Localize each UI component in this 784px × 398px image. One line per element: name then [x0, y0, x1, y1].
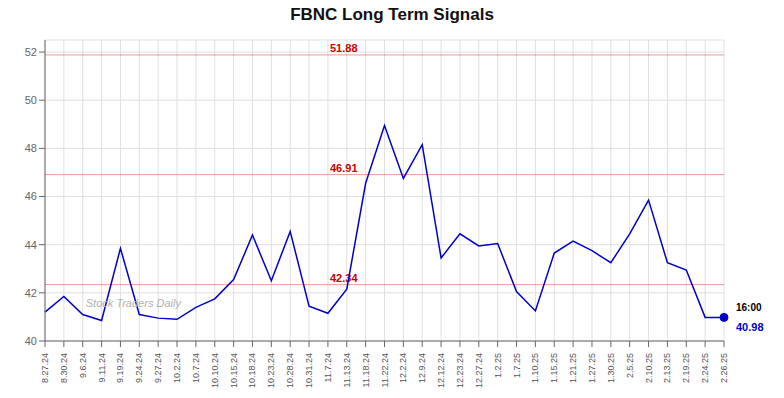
svg-text:1.2.25: 1.2.25 — [493, 353, 503, 378]
svg-text:50: 50 — [25, 94, 37, 106]
svg-text:2.13.25: 2.13.25 — [662, 353, 672, 383]
svg-text:40: 40 — [25, 335, 37, 347]
svg-text:2.19.25: 2.19.25 — [681, 353, 691, 383]
svg-text:10.2.24: 10.2.24 — [172, 353, 182, 383]
svg-text:1.27.25: 1.27.25 — [587, 353, 597, 383]
svg-text:40.98: 40.98 — [736, 321, 764, 333]
svg-text:1.21.25: 1.21.25 — [568, 353, 578, 383]
svg-text:9.24.24: 9.24.24 — [134, 353, 144, 383]
svg-text:12.2.24: 12.2.24 — [398, 353, 408, 383]
svg-text:10.10.24: 10.10.24 — [210, 353, 220, 388]
svg-text:42.34: 42.34 — [330, 272, 358, 284]
svg-text:8.30.24: 8.30.24 — [59, 353, 69, 383]
svg-text:10.7.24: 10.7.24 — [191, 353, 201, 383]
svg-text:42: 42 — [25, 287, 37, 299]
svg-text:46: 46 — [25, 190, 37, 202]
svg-text:9.27.24: 9.27.24 — [153, 353, 163, 383]
svg-text:2.10.25: 2.10.25 — [644, 353, 654, 383]
svg-text:2.26.25: 2.26.25 — [719, 353, 729, 383]
svg-text:11.7.24: 11.7.24 — [323, 353, 333, 382]
svg-text:2.24.25: 2.24.25 — [700, 353, 710, 383]
svg-text:2.5.25: 2.5.25 — [625, 353, 635, 378]
svg-text:10.15.24: 10.15.24 — [229, 353, 239, 388]
svg-text:1.10.25: 1.10.25 — [530, 353, 540, 383]
html-text:FBNC Long Term Signals: FBNC Long Term Signals — [290, 5, 494, 24]
svg-text:51.88: 51.88 — [330, 42, 358, 54]
svg-text:12.12.24: 12.12.24 — [436, 353, 446, 388]
svg-text:8.27.24: 8.27.24 — [40, 353, 50, 383]
svg-text:10.23.24: 10.23.24 — [266, 353, 276, 388]
svg-text:1.7.25: 1.7.25 — [512, 353, 522, 378]
svg-text:9.19.24: 9.19.24 — [115, 353, 125, 383]
svg-text:12.9.24: 12.9.24 — [417, 353, 427, 383]
svg-text:11.18.24: 11.18.24 — [361, 353, 371, 387]
svg-text:12.23.24: 12.23.24 — [455, 353, 465, 388]
svg-text:48: 48 — [25, 142, 37, 154]
svg-text:10.18.24: 10.18.24 — [247, 353, 257, 388]
svg-text:11.22.24: 11.22.24 — [380, 353, 390, 387]
svg-text:10.28.24: 10.28.24 — [285, 353, 295, 388]
svg-text:9.6.24: 9.6.24 — [78, 353, 88, 378]
svg-text:16:00: 16:00 — [736, 302, 762, 313]
svg-text:9.11.24: 9.11.24 — [97, 353, 107, 382]
svg-text:11.13.24: 11.13.24 — [342, 353, 352, 387]
svg-text:1.15.25: 1.15.25 — [549, 353, 559, 383]
svg-text:44: 44 — [25, 239, 37, 251]
svg-text:1.30.25: 1.30.25 — [606, 353, 616, 383]
html-text:Stock Traders Daily: Stock Traders Daily — [85, 296, 181, 309]
svg-text:52: 52 — [25, 46, 37, 58]
svg-text:10.31.24: 10.31.24 — [304, 353, 314, 388]
svg-text:46.91: 46.91 — [330, 162, 358, 174]
svg-text:12.27.24: 12.27.24 — [474, 353, 484, 388]
